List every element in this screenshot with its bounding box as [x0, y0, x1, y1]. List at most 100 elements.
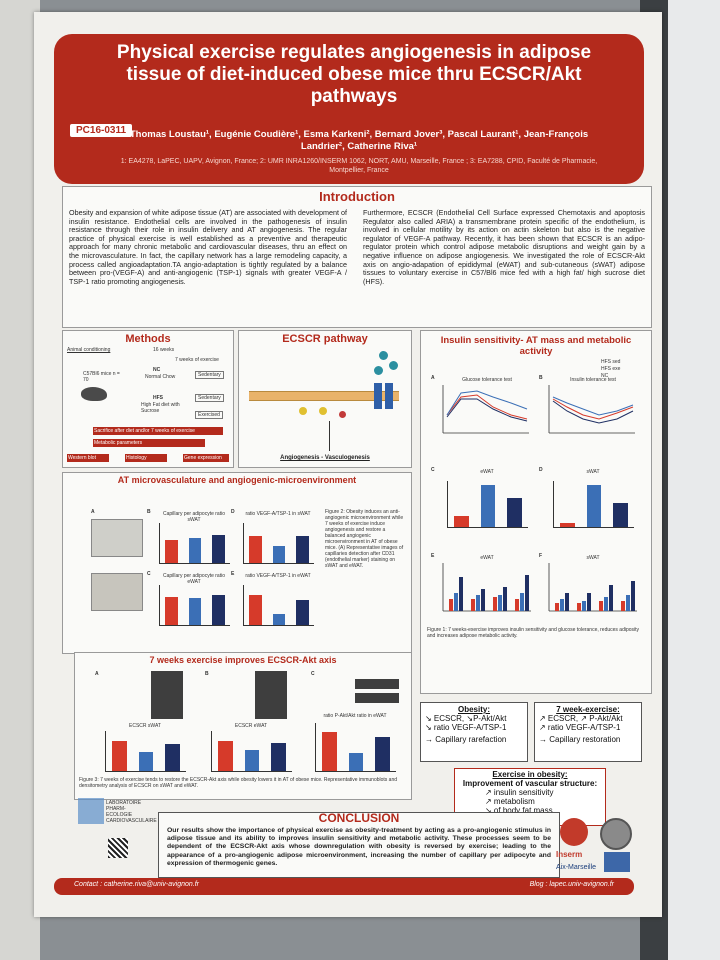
- exercise-line: ↗ ratio VEGF-A/TSP-1: [539, 723, 621, 732]
- bar-nc: [322, 731, 337, 771]
- chart-title: sWAT: [586, 555, 600, 561]
- panel-label-f: F: [539, 553, 543, 559]
- introduction-title: Introduction: [319, 189, 395, 204]
- bar-nc: [249, 594, 263, 625]
- panel-label-b: B: [539, 375, 543, 381]
- authors: Thomas Loustau¹, Eugénie Coudière¹, Esma…: [129, 129, 589, 152]
- analysis-box-1: Metabolic parameters: [93, 439, 205, 447]
- chart-title: ratio VEGF-A/TSP-1 in eWAT: [245, 573, 311, 579]
- sedentary-box-2: Sedentary: [195, 394, 224, 402]
- bar-chart: [447, 481, 528, 528]
- panel-label-c: C: [431, 467, 435, 473]
- signaling-protein-icon: [319, 407, 327, 415]
- western-blot-ewat: [255, 671, 287, 719]
- lab-logo: LABORATOIRE PHARM-ECOLOGIE CARDIOVASCULA…: [78, 798, 157, 862]
- histology-image-ewat: [91, 573, 143, 611]
- sacrifice-box: Sacrifice after diet and/or 7 weeks of e…: [93, 427, 223, 435]
- nc-sub-label: Normal Chow: [145, 374, 176, 380]
- analysis-box-4: Gene expression: [183, 454, 229, 462]
- conclusion-title: CONCLUSION: [318, 811, 400, 825]
- bar-hfs-sed: [188, 538, 202, 563]
- blog-url: Blog : lapec.univ-avignon.fr: [529, 881, 614, 888]
- mouse-icon: [81, 387, 107, 401]
- panel-label-e: E: [231, 571, 235, 577]
- cell-membrane: [249, 391, 399, 401]
- gene-expression-chart: [548, 563, 637, 612]
- ecscr-akt-box: 7 weeks exercise improves ECSCR-Akt axis…: [74, 652, 412, 800]
- conclusion-box: CONCLUSION Our results show the importan…: [158, 811, 560, 878]
- hfs-label: HFS: [153, 395, 163, 401]
- chart-title: sWAT: [586, 469, 600, 475]
- bar-chart: [315, 723, 396, 772]
- bar-hfs-sed: [348, 752, 364, 771]
- panel-label-d: D: [231, 509, 235, 515]
- legend-item: HFS exe: [601, 366, 621, 372]
- panel-label-b: B: [147, 509, 151, 515]
- legend-item: NC: [601, 373, 609, 379]
- bar-hfs-exe: [271, 742, 286, 771]
- university-logo: [560, 818, 588, 846]
- sedentary-box-1: Sedentary: [195, 371, 224, 379]
- panel-label-a: A: [431, 375, 435, 381]
- contact-email: Contact : catherine.riva@univ-avignon.fr: [74, 881, 199, 888]
- vascular-line: ↗ insulin sensitivity: [485, 788, 554, 797]
- bar-chart: [105, 731, 186, 772]
- panel-label-c: C: [311, 671, 315, 677]
- bar-hfs-sed: [138, 752, 154, 771]
- bar-hfs-exe: [295, 535, 309, 563]
- receptor-icon: [374, 383, 382, 409]
- pathway-box: ECSCR pathway Angiogenesis - Vasculogene…: [238, 330, 412, 468]
- signaling-protein-icon: [299, 407, 307, 415]
- chart-title: Capillary per adipocyte ratio sWAT: [163, 511, 225, 523]
- bar-chart: [243, 523, 314, 564]
- inserm-logo: Inserm: [556, 850, 583, 859]
- affiliations: 1: EA4278, LaPEC, UAPV, Avignon, France;…: [120, 158, 598, 174]
- gene-expression-chart: [442, 563, 531, 612]
- bar-nc: [218, 740, 233, 771]
- bar-nc: [560, 522, 575, 527]
- obesity-line: → Capillary rarefaction: [425, 735, 507, 744]
- receptor-icon: [385, 383, 393, 409]
- chart-title: Insulin tolerance test: [570, 377, 616, 383]
- vascular-subtitle: Improvement of vascular structure:: [462, 779, 598, 788]
- bar-hfs-exe: [613, 502, 628, 527]
- chart-title: eWAT: [480, 469, 494, 475]
- bar-nc: [454, 516, 469, 527]
- exercised-box: Exercised: [195, 411, 223, 419]
- bar-hfs-exe: [295, 600, 309, 625]
- poster-header: Physical exercise regulates angiogenesis…: [54, 34, 644, 184]
- adjacent-poster: [668, 0, 720, 960]
- poster: Physical exercise regulates angiogenesis…: [34, 12, 662, 917]
- figure2-caption: Figure 2: Obesity induces an anti-angiog…: [325, 509, 404, 569]
- insulin-box: Insulin sensitivity- AT mass and metabol…: [420, 330, 652, 694]
- poster-code: PC16-0311: [70, 124, 133, 137]
- western-blot-swat: [151, 671, 183, 719]
- bar-chart: [211, 731, 292, 772]
- chart-title: ratio VEGF-A/TSP-1 in sWAT: [245, 511, 311, 517]
- chart-title: Capillary per adipocyte ratio eWAT: [163, 573, 225, 585]
- pathway-arrow: [329, 421, 330, 451]
- microvasculature-box: AT microvasculature and angiogenic-micro…: [62, 472, 412, 654]
- panel-label-a: A: [91, 509, 95, 515]
- lab-logo-waves: [78, 798, 104, 824]
- ecscr-akt-title: 7 weeks exercise improves ECSCR-Akt axis: [149, 655, 337, 665]
- bar-chart: [159, 523, 230, 564]
- methods-box: Methods Animal conditioning 16 weeks 7 w…: [62, 330, 234, 468]
- bar-hfs-sed: [272, 613, 286, 625]
- figure1-caption: Figure 1: 7 weeks-exercise improves insu…: [427, 627, 640, 639]
- introduction-right-text: Furthermore, ECSCR (Endothelial Cell Sur…: [363, 208, 645, 286]
- weeks7-label: 7 weeks of exercise: [175, 357, 219, 363]
- qr-code: [108, 838, 128, 858]
- chart-title: eWAT: [480, 555, 494, 561]
- pathway-title: ECSCR pathway: [282, 333, 368, 345]
- western-blot-akt: [355, 679, 399, 689]
- chart-title: Glucose tolerance test: [462, 377, 512, 383]
- vegf-ligand-icon: [379, 351, 388, 360]
- chart-title: ratio P-Akt/Akt ratio in eWAT: [323, 713, 387, 719]
- chart-title: ECSCR sWAT: [129, 723, 161, 729]
- introduction-left-text: Obesity and expansion of white adipose t…: [69, 208, 347, 286]
- bar-hfs-sed: [272, 545, 286, 563]
- vegf-ligand-icon: [374, 366, 383, 375]
- bar-hfs-sed: [480, 485, 496, 527]
- panel-label-b: B: [205, 671, 209, 677]
